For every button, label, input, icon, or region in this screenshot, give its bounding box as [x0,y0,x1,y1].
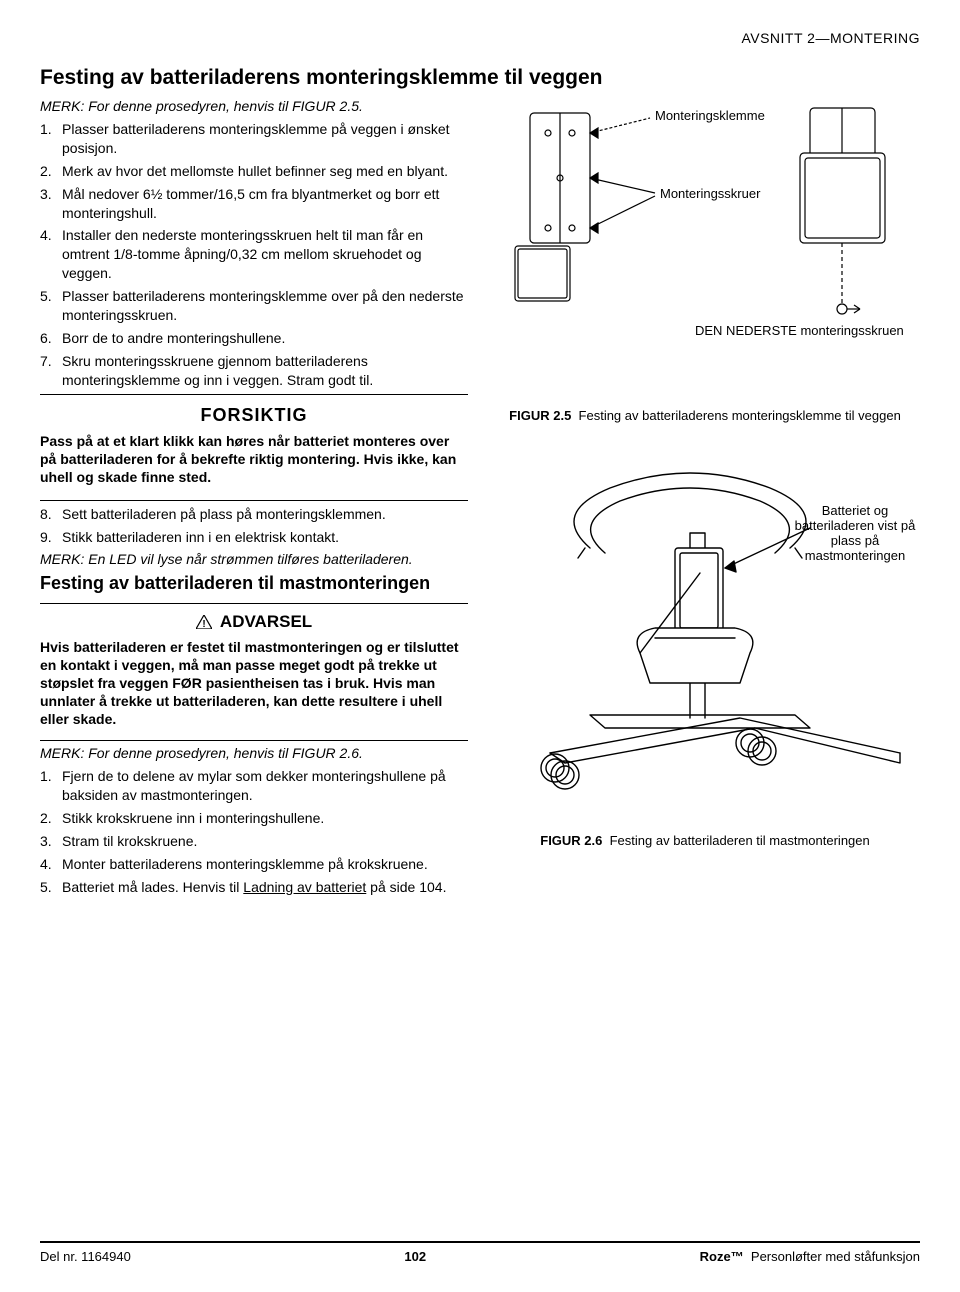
list-item: 5.Batteriet må lades. Henvis til Ladning… [40,878,468,897]
list-item: 1.Fjern de to delene av mylar som dekker… [40,767,468,805]
list-item: 1.Plasser batteriladerens monteringsklem… [40,120,468,158]
fig25-annot-klemme: Monteringsklemme [655,108,765,123]
figure-2-6: Batteriet og batteriladeren vist på plas… [490,453,920,823]
section-header: AVSNITT 2—MONTERING [40,30,920,46]
separator [40,603,468,604]
list-item: 5.Plasser batteriladerens monteringsklem… [40,287,468,325]
caution-text: Pass på at et klart klikk kan høres når … [40,432,468,487]
list-item: 3.Stram til krokskruene. [40,832,468,851]
warning-label: ADVARSEL [220,612,312,631]
page-footer: Del nr. 1164940 102 Roze™ Personløfter m… [40,1241,920,1264]
fig26-number: FIGUR 2.6 [540,833,602,848]
steps-list-1: 1.Plasser batteriladerens monteringsklem… [40,120,468,390]
page-title: Festing av batteriladerens monteringskle… [40,66,920,90]
separator [40,394,468,395]
figure-2-5-caption: FIGUR 2.5 Festing av batteriladerens mon… [490,408,920,423]
warning-triangle-icon: ! [196,615,212,629]
note-1: MERK: For denne prosedyren, henvis til F… [40,98,468,114]
svg-text:!: ! [202,619,205,629]
list-item: 9.Stikk batteriladeren inn i en elektris… [40,528,468,547]
list-item: 2.Merk av hvor det mellomste hullet befi… [40,162,468,181]
figure-2-5-svg [490,98,920,358]
list-item: 4.Installer den nederste monteringsskrue… [40,226,468,283]
footer-part-number: Del nr. 1164940 [40,1249,131,1264]
two-column-layout: MERK: For denne prosedyren, henvis til F… [40,98,920,901]
fig25-annot-skruer: Monteringsskruer [660,186,760,201]
footer-product-name: Personløfter med ståfunksjon [751,1249,920,1264]
fig25-number: FIGUR 2.5 [509,408,571,423]
note-3: MERK: For denne prosedyren, henvis til F… [40,745,468,761]
list-item: 7.Skru monteringsskruene gjennom batteri… [40,352,468,390]
separator [40,500,468,501]
footer-product: Roze™ Personløfter med ståfunksjon [700,1249,920,1264]
list-item: 8.Sett batteriladeren på plass på monter… [40,505,468,524]
list-item: 4.Monter batteriladerens monteringsklemm… [40,855,468,874]
caution-heading: FORSIKTIG [40,405,468,426]
right-column: Monteringsklemme Monteringsskruer DEN NE… [490,98,920,901]
footer-page-number: 102 [404,1249,426,1264]
separator [40,740,468,741]
list-item: 3.Mål nedover 6½ tommer/16,5 cm fra blya… [40,185,468,223]
note-2: MERK: En LED vil lyse når strømmen tilfø… [40,551,468,567]
left-column: MERK: For denne prosedyren, henvis til F… [40,98,468,901]
fig26-caption-text: Festing av batteriladeren til mastmonter… [610,833,870,848]
fig25-caption-text: Festing av batteriladerens monteringskle… [579,408,901,423]
list-item: 2.Stikk krokskruene inn i monteringshull… [40,809,468,828]
figure-2-6-caption: FIGUR 2.6 Festing av batteriladeren til … [490,833,920,848]
subheading-mast: Festing av batteriladeren til mastmonter… [40,573,468,595]
warning-heading: ! ADVARSEL [40,612,468,632]
steps-list-2: 8.Sett batteriladeren på plass på monter… [40,505,468,547]
fig26-annot: Batteriet og batteriladeren vist på plas… [790,503,920,563]
steps-list-3: 1.Fjern de to delene av mylar som dekker… [40,767,468,896]
warning-text: Hvis batteriladeren er festet til mastmo… [40,638,468,729]
figure-2-5: Monteringsklemme Monteringsskruer DEN NE… [490,98,920,398]
footer-brand: Roze™ [700,1249,744,1264]
fig25-annot-nederste: DEN NEDERSTE monteringsskruen [695,323,904,338]
list-item: 6.Borr de to andre monteringshullene. [40,329,468,348]
